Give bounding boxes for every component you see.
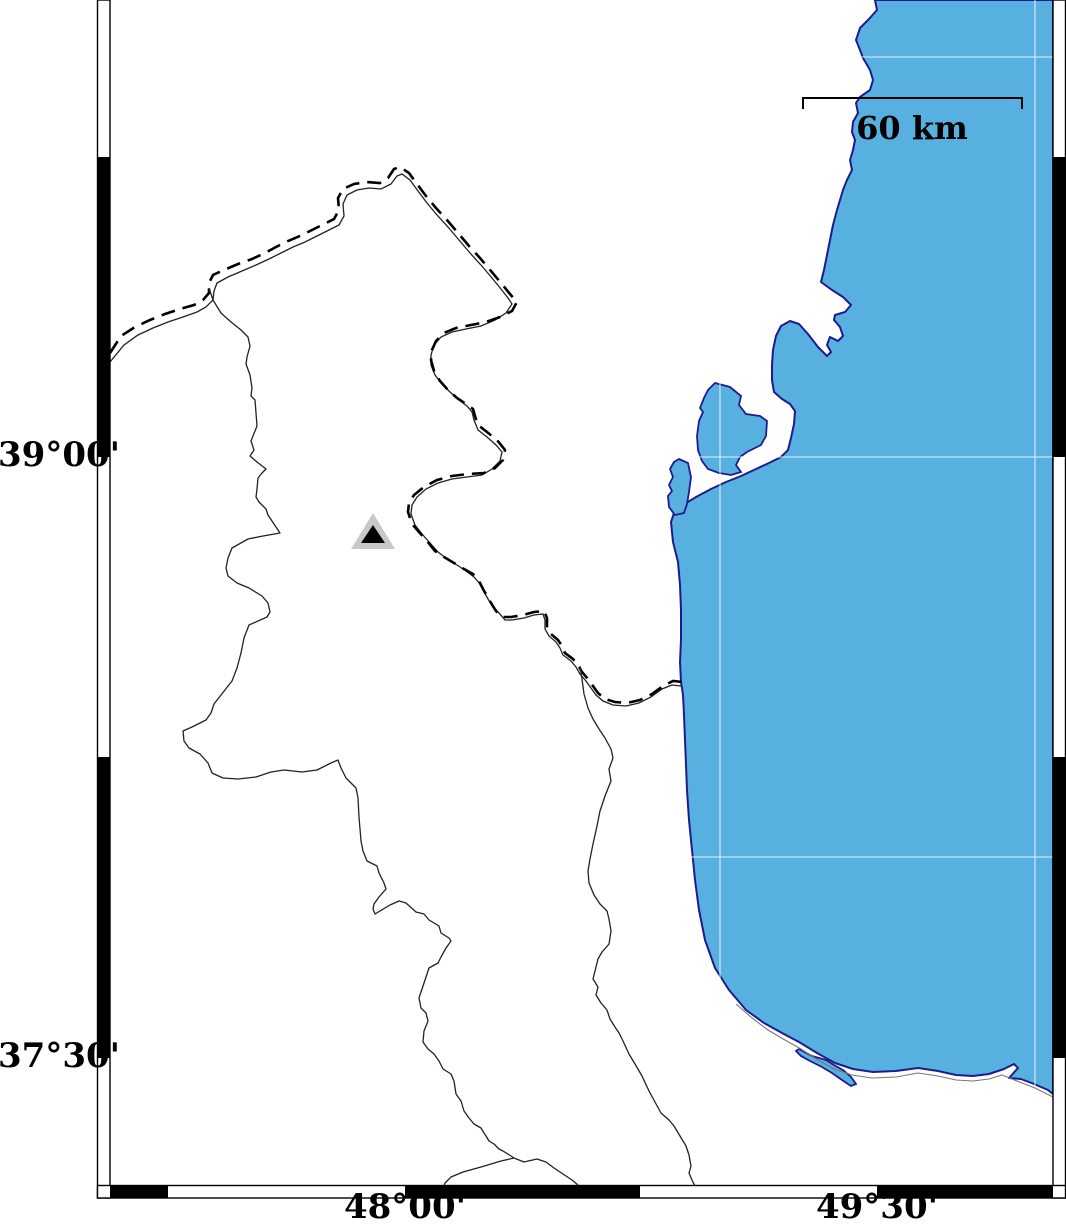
lagoon-bay xyxy=(696,381,768,476)
map-canvas xyxy=(110,0,1053,1185)
caspian-sea xyxy=(670,0,1053,1095)
east-river xyxy=(579,665,696,1185)
lat-label-upper: 39°00' xyxy=(0,435,121,475)
dashed-border-line xyxy=(110,165,684,705)
border-river-line xyxy=(110,173,682,707)
west-river-branch-a xyxy=(513,1157,579,1185)
frame-black xyxy=(97,157,110,457)
frame-black xyxy=(110,1185,168,1198)
west-river-branch-b xyxy=(443,1157,515,1185)
coast-parallel-line xyxy=(735,1003,1053,1098)
station-marker-inner-triangle xyxy=(361,525,385,543)
lat-label-lower: 37°30' xyxy=(0,1036,121,1076)
west-river xyxy=(182,287,515,1159)
frame-black xyxy=(1053,757,1066,1058)
frame-black xyxy=(405,1185,640,1198)
frame-black xyxy=(1053,157,1066,457)
coastal-island xyxy=(794,1047,858,1088)
lon-label-right: 49°30' xyxy=(815,1187,939,1227)
lon-label-left: 48°00' xyxy=(343,1187,467,1227)
scalebar-label: 60 km xyxy=(856,109,968,147)
scalebar xyxy=(802,97,1023,109)
frame-black xyxy=(877,1185,1053,1198)
frame-black xyxy=(97,757,110,1058)
lagoon-strip xyxy=(667,457,692,517)
